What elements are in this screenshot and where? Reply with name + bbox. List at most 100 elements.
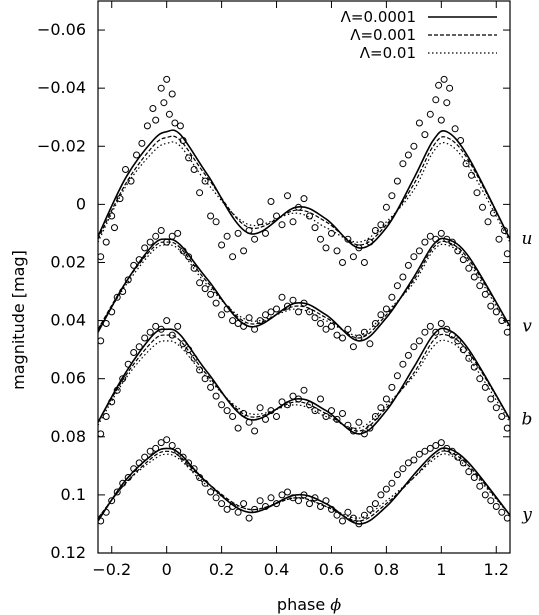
data-point-u — [328, 229, 335, 237]
data-point-y — [108, 497, 116, 505]
band-u-points — [98, 75, 510, 266]
plot-clipped-group — [98, 75, 510, 528]
data-point-b — [135, 343, 143, 351]
data-point-b — [130, 349, 138, 356]
legend-label: Λ=0.001 — [350, 26, 416, 44]
y-tick-label: 0.08 — [50, 427, 86, 446]
data-point-v — [196, 279, 204, 287]
data-point-v — [113, 293, 121, 301]
data-point-u — [168, 90, 176, 98]
data-point-v — [98, 337, 105, 345]
data-point-v — [146, 238, 154, 246]
data-point-y — [503, 514, 510, 522]
x-tick-label: 0.6 — [319, 560, 344, 579]
data-point-b — [311, 407, 319, 415]
data-point-u — [284, 192, 291, 200]
y-tick-label: −0.04 — [37, 78, 86, 97]
data-point-u — [410, 142, 418, 150]
data-point-v — [333, 331, 341, 339]
data-point-y — [317, 503, 324, 510]
data-point-u — [446, 84, 454, 92]
data-point-u — [212, 218, 220, 226]
data-point-v — [476, 282, 484, 290]
data-point-b — [404, 351, 412, 359]
data-point-u — [426, 110, 434, 118]
data-point-b — [152, 322, 160, 330]
data-point-b — [317, 395, 324, 403]
data-point-v — [157, 227, 165, 234]
data-point-v — [360, 328, 368, 336]
data-point-u — [451, 125, 459, 133]
data-point-y — [404, 459, 412, 467]
data-point-y — [371, 500, 379, 508]
data-point-y — [465, 468, 473, 476]
data-point-b — [339, 410, 346, 417]
data-point-b — [141, 334, 149, 342]
data-point-b — [207, 383, 215, 391]
data-point-u — [143, 122, 151, 130]
data-point-u — [300, 195, 308, 203]
data-point-v — [459, 256, 467, 264]
y-tick-label: 0.02 — [50, 252, 86, 271]
fit-curve-u-0.001 — [98, 135, 510, 246]
data-point-y — [190, 465, 198, 473]
data-point-u — [503, 250, 510, 258]
data-point-u — [149, 105, 157, 112]
y-tick-label: 0.1 — [61, 485, 86, 504]
data-point-b — [421, 328, 429, 336]
data-point-u — [160, 99, 168, 107]
data-point-y — [366, 505, 374, 513]
data-point-u — [415, 119, 423, 127]
data-point-u — [256, 218, 264, 226]
data-point-b — [333, 415, 341, 423]
x-tick-label: 1.2 — [484, 560, 509, 579]
data-point-u — [339, 259, 346, 266]
data-point-u — [432, 96, 440, 104]
data-point-v — [311, 314, 319, 322]
data-point-b — [503, 424, 510, 432]
data-point-u — [273, 212, 280, 220]
data-point-u — [163, 75, 171, 83]
data-point-v — [415, 247, 423, 255]
data-point-u — [223, 232, 231, 240]
data-point-v — [399, 273, 407, 281]
data-point-u — [262, 229, 269, 237]
data-point-b — [234, 424, 242, 432]
data-point-u — [404, 151, 412, 159]
data-point-b — [355, 418, 363, 426]
data-point-u — [484, 218, 492, 226]
x-axis-title: phase ϕ — [277, 595, 341, 614]
data-point-y — [388, 479, 396, 487]
y-tick-label: 0 — [76, 194, 86, 213]
x-axis-title-text: phase — [277, 595, 325, 614]
band-label-v: v — [522, 316, 532, 336]
data-point-v — [229, 317, 237, 325]
fit-curve-u-0.0001 — [98, 129, 510, 249]
data-point-v — [344, 325, 352, 333]
data-point-v — [152, 232, 160, 240]
data-point-y — [498, 508, 506, 516]
y-tick-label: 0.06 — [50, 369, 86, 388]
data-point-u — [289, 218, 297, 226]
legend-label: Λ=0.0001 — [341, 8, 416, 26]
data-point-y — [168, 442, 176, 449]
fit-curve-b-0.01 — [98, 339, 510, 429]
y-tick-label: 0.04 — [50, 311, 86, 330]
data-point-b — [492, 404, 500, 412]
data-point-v — [465, 264, 473, 272]
data-point-v — [426, 232, 434, 240]
data-point-u — [207, 212, 215, 220]
data-point-u — [440, 75, 448, 83]
data-point-b — [454, 337, 462, 345]
data-point-b — [393, 372, 401, 380]
data-point-b — [432, 328, 440, 336]
data-point-b — [256, 404, 264, 412]
data-point-u — [322, 244, 330, 252]
data-point-v — [289, 296, 297, 304]
data-point-u — [98, 253, 105, 261]
data-point-y — [432, 442, 440, 449]
data-point-b — [426, 322, 434, 330]
data-point-u — [468, 171, 475, 179]
data-point-y — [415, 450, 423, 458]
data-point-u — [157, 84, 165, 92]
